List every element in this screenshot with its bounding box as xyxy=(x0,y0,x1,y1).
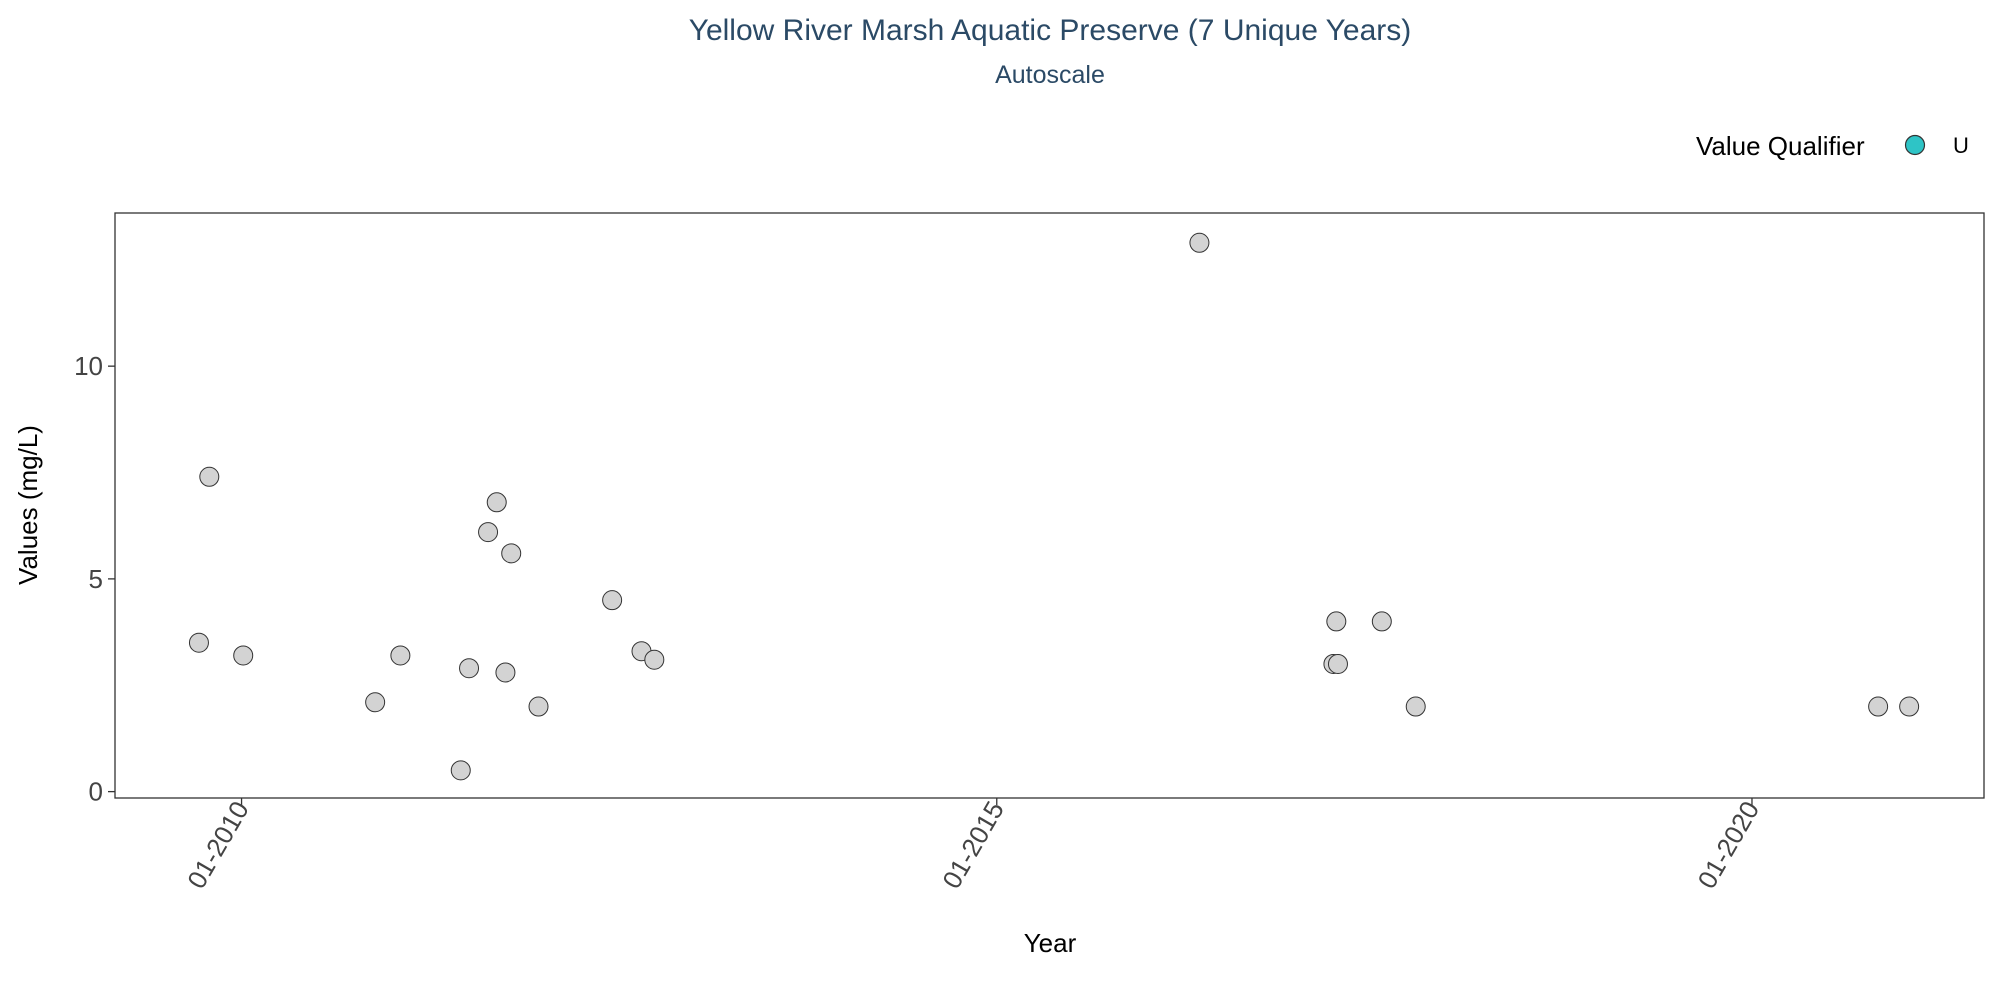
y-tick-label: 10 xyxy=(74,351,103,381)
x-tick-label: 01-2010 xyxy=(181,796,255,894)
x-axis-title: Year xyxy=(1024,928,1077,958)
y-axis: 0 5 10 xyxy=(74,351,115,807)
y-tick-label: 0 xyxy=(89,777,103,807)
chart-title: Yellow River Marsh Aquatic Preserve (7 U… xyxy=(689,14,1412,47)
data-point xyxy=(450,760,471,781)
data-point xyxy=(1327,653,1348,674)
x-tick-label: 01-2015 xyxy=(936,796,1010,894)
data-points xyxy=(188,232,1920,781)
legend-label-u: U xyxy=(1953,133,1969,158)
x-axis: 01-2010 01-2015 01-2020 xyxy=(181,796,1765,894)
data-point xyxy=(486,492,507,513)
data-point xyxy=(390,645,411,666)
data-point xyxy=(1326,611,1347,632)
chart-subtitle: Autoscale xyxy=(995,61,1105,89)
data-point xyxy=(1371,611,1392,632)
data-point xyxy=(1899,696,1920,717)
data-point xyxy=(644,649,665,670)
data-point xyxy=(528,696,549,717)
data-point xyxy=(365,692,386,713)
data-point xyxy=(1405,696,1426,717)
x-tick-label: 01-2020 xyxy=(1691,796,1765,894)
legend-marker-u xyxy=(1904,134,1926,156)
data-point xyxy=(478,522,499,543)
legend: Value Qualifier U xyxy=(1696,131,1969,161)
y-axis-title: Values (mg/L) xyxy=(13,425,43,585)
data-point xyxy=(233,645,254,666)
data-point xyxy=(1868,696,1889,717)
data-point xyxy=(188,632,209,653)
data-point xyxy=(501,543,522,564)
legend-title: Value Qualifier xyxy=(1696,131,1865,161)
data-point xyxy=(602,590,623,611)
data-point xyxy=(459,658,480,679)
data-point xyxy=(199,466,220,487)
data-point xyxy=(1189,232,1210,253)
data-point xyxy=(495,662,516,683)
plot-panel xyxy=(114,212,1985,799)
y-tick-label: 5 xyxy=(89,564,103,594)
